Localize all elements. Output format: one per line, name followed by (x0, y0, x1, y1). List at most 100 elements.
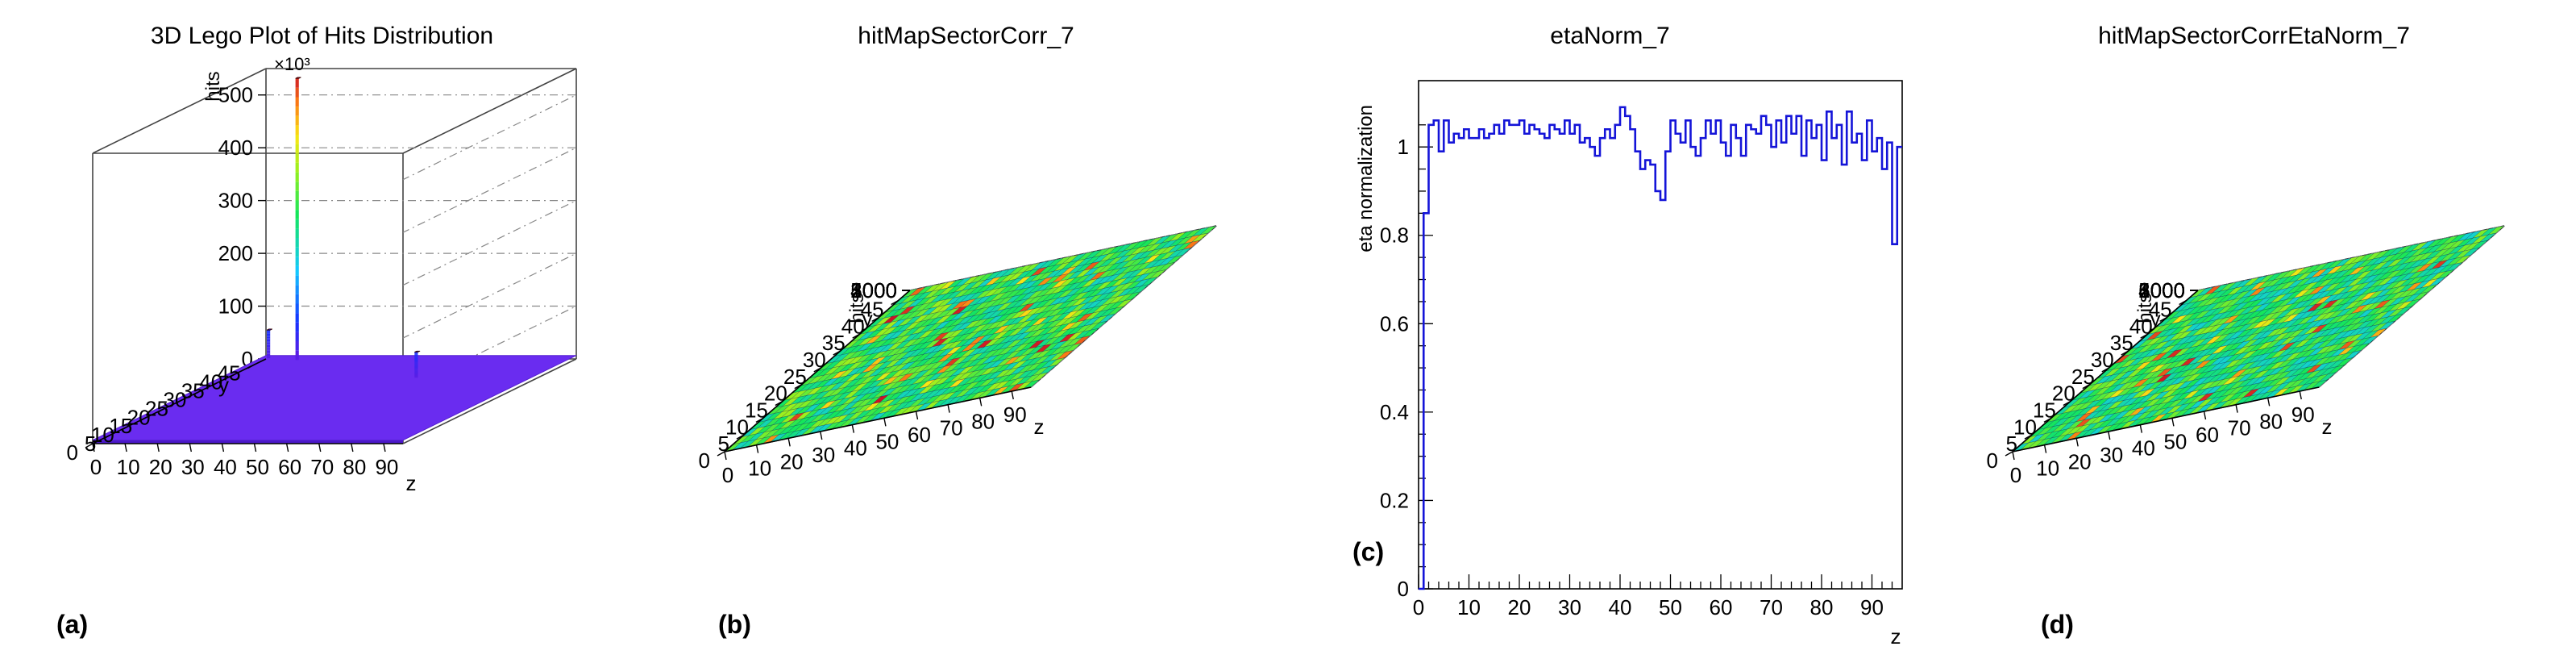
panel-b-y-tick (794, 384, 803, 390)
panel-a-gridline (266, 252, 577, 339)
panel-a-frame-top-edge (92, 68, 267, 154)
panel-a-frame-top-edge (402, 68, 577, 154)
panel-b-x-tick-label: 10 (748, 457, 771, 481)
panel-b-x-tick (755, 444, 759, 453)
panel-a-spike-segment (295, 210, 299, 219)
panel-a-spike-segment (414, 375, 418, 377)
panel-a-x-tick (383, 443, 386, 453)
panel-a-spike-segment (267, 344, 271, 345)
panel-a-spike-segment (414, 373, 418, 374)
panel-a-x-tick (285, 443, 289, 453)
panel-a-spike-segment (414, 374, 418, 375)
panel-c-x-tick-label: 90 (1860, 595, 1884, 619)
panel-a-label: (a) (56, 610, 89, 639)
panel-a-spike-segment (267, 333, 271, 335)
panel-a-x-tick (156, 443, 160, 453)
panel-a-spike-segment (295, 181, 299, 191)
panel-a-spike-segment (295, 257, 299, 266)
panel-a-spike-segment (295, 332, 299, 341)
panel-a-spike-segment (414, 352, 418, 354)
panel-b-x-tick-label: 40 (844, 436, 867, 461)
panel-a-gridline (266, 94, 577, 181)
panel-b-z-tick-label: 0 (886, 278, 897, 302)
panel-a-y-axis-label: y (218, 373, 229, 397)
panel-b-y-axis-label: y (862, 307, 873, 331)
panel-c-x-tick-label: 0 (1413, 595, 1424, 619)
panel-b-y-tick (852, 333, 861, 339)
panel-b-x-tick-label: 0 (722, 463, 733, 487)
panel-a-spike-segment (295, 341, 299, 351)
panel-a-spike-segment (267, 346, 271, 348)
panel-a-z-tick-label: 400 (218, 136, 253, 160)
panel-a-frame-base-edge (402, 358, 577, 444)
panel-b-x-tick-label: 50 (875, 429, 899, 453)
panel-a-x-tick (351, 443, 354, 453)
panel-c-x-tick-label: 50 (1659, 595, 1682, 619)
panel-a-spike-top (266, 328, 272, 331)
panel-b-y-tick-label: 35 (822, 331, 846, 355)
panel-b-y-tick-label: 30 (803, 348, 826, 372)
panel-a-x-tick-label: 30 (181, 455, 205, 479)
panel-a-spike-segment (295, 106, 299, 116)
panel-a-spike-top (414, 350, 421, 352)
panel-a-spike-segment (295, 247, 299, 257)
panel-a-x-tick-label: 90 (375, 455, 398, 479)
panel-a-spike-segment (414, 371, 418, 373)
panel-a-x-tick-label: 50 (246, 455, 269, 479)
panel-a-spike-segment (414, 365, 418, 367)
panel-a-y-tick (211, 381, 220, 387)
panel-a-y-tick-label: 0 (67, 440, 78, 465)
panel-a-y-tick-label: 35 (181, 378, 205, 402)
panel-b-z-tick-label: 4000 (850, 278, 897, 302)
panel-b-y-tick (833, 350, 841, 356)
panel-a-spike-segment (267, 349, 271, 351)
panel-a-spike-segment (414, 376, 418, 377)
panel-a-spike-segment (267, 355, 271, 357)
panel-d-z-tick-label: 0 (2174, 278, 2185, 302)
panel-a-y-tick (229, 372, 238, 378)
panel-a-x-tick (221, 443, 225, 453)
panel-a-y-tick (175, 398, 184, 404)
panel-b-x-tick-label: 30 (812, 443, 835, 467)
panel-d-bars (2012, 225, 2505, 453)
panel-a-spike-segment (295, 294, 299, 304)
panel-c-etanorm: 0 10 20 30 40 50 60 70 80 90 z 0 0.2 0.4 0.6 0.8 1 eta no… (1288, 0, 1932, 659)
panel-b-label: (b) (718, 610, 751, 639)
panel-c-y-tick-label: 0.6 (1380, 311, 1409, 336)
panel-b-z-tick-label: 5000 (850, 278, 897, 302)
panel-b-x-axis-label: z (1034, 415, 1045, 439)
panel-a-spike-segment (295, 87, 299, 98)
panel-a-x-tick-label: 70 (310, 455, 334, 479)
panel-d-z-tick-label: 1000 (2138, 278, 2185, 302)
panel-a-x-tick-label: 10 (117, 455, 140, 479)
panel-a-x-tick (253, 443, 257, 453)
panel-a-spike-segment (267, 350, 271, 352)
panel-b-x-tick (947, 404, 950, 413)
panel-a-spike-segment (267, 335, 271, 336)
panel-b-y-tick (871, 316, 880, 322)
panel-a-spike-segment (267, 338, 271, 340)
panel-a-spike-segment (414, 363, 418, 365)
panel-a-y-tick-label: 45 (218, 361, 241, 386)
panel-d-lego-etanorm: 0 1000 2000 3000 4000 5000 6000 hits 0 5 10 15 20 25 3… (1932, 0, 2576, 659)
panel-a-spike-segment (295, 265, 299, 276)
panel-c-x-tick-label: 40 (1609, 595, 1632, 619)
panel-a-z-axis-label: hits (202, 71, 224, 101)
panel-a-gridline (266, 147, 577, 233)
panel-a-spike-segment (295, 78, 299, 88)
panel-a-spike-segment (414, 359, 418, 360)
panel-a-spike-segment (267, 347, 271, 348)
panel-d-z-tick-label: 4000 (2138, 278, 2185, 302)
panel-c-y-tick-label: 0.2 (1380, 488, 1409, 512)
panel-a-x-tick (318, 443, 322, 453)
panel-a-y-tick-label: 25 (145, 396, 168, 420)
panel-a-spike-segment (295, 313, 299, 323)
panel-a-y-tick-label: 40 (199, 370, 222, 394)
panel-a-spike-segment (414, 369, 418, 371)
panel-a-spike-segment (414, 362, 418, 364)
